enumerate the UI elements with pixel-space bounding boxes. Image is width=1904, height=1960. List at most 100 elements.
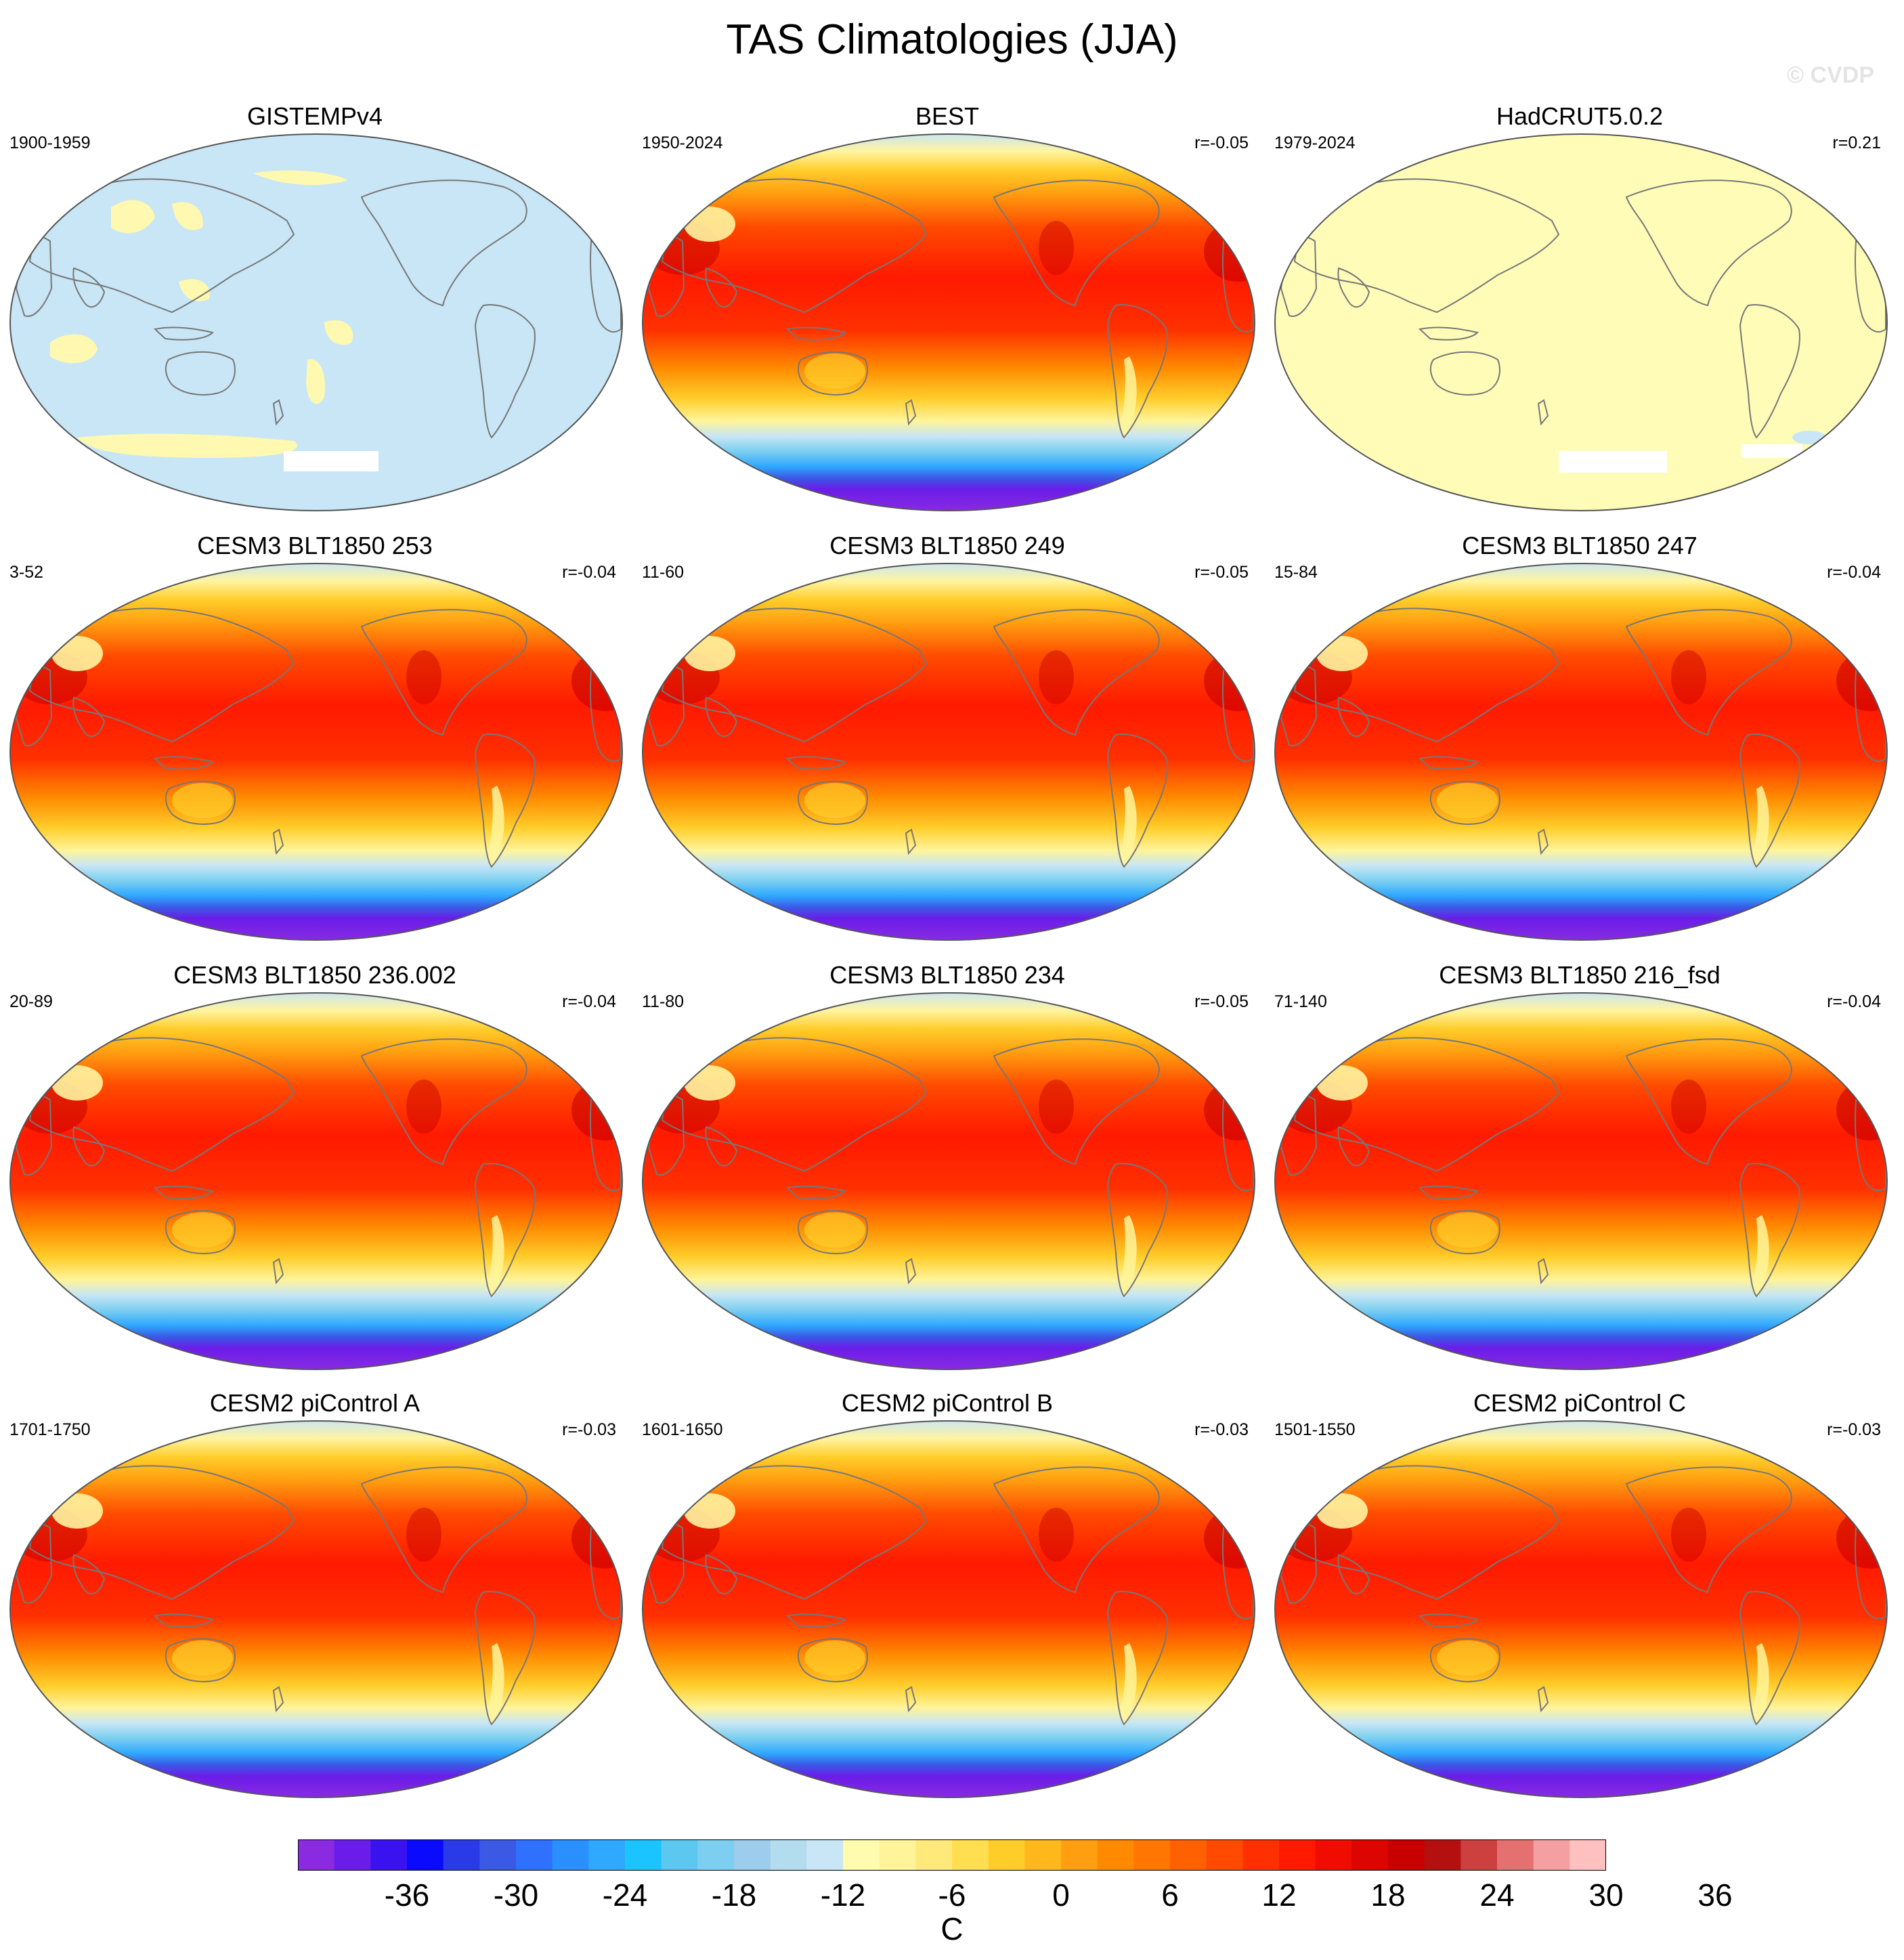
cool-spot-tibet: [684, 207, 735, 242]
greenland-landmass: [1174, 1026, 1224, 1064]
colorbar-swatch: [661, 1839, 698, 1871]
panel-correlation: r=-0.05: [1194, 563, 1249, 582]
asia-landmass: [661, 178, 928, 314]
cool-strip-andes: [487, 1643, 504, 1724]
new-zealand: [1537, 1258, 1549, 1285]
colorbar-tick-label: -12: [820, 1877, 866, 1913]
north-america-landmass: [360, 609, 527, 736]
greenland-landmass: [1174, 167, 1224, 205]
cool-strip-andes: [487, 786, 504, 867]
hot-spot-north-america: [406, 1508, 441, 1562]
panel-period: 1701-1750: [9, 1420, 91, 1439]
map-panel: CESM3 BLT1850 236.002 20-89 r=-0.04: [0, 960, 630, 1380]
colorbar-swatch: [915, 1839, 953, 1871]
new-zealand: [905, 1686, 917, 1713]
temperature-field: [643, 993, 1255, 1369]
warm-anomaly-patch: [50, 334, 98, 364]
hot-spot-north-america: [1039, 650, 1074, 704]
indian-subcontinent: [705, 696, 738, 738]
coastlines: [15, 597, 622, 868]
asia-landmass: [1293, 1465, 1560, 1600]
colorbar-swatch: [370, 1839, 408, 1871]
map-panel: CESM2 piControl C 1501-1550 r=-0.03: [1265, 1388, 1895, 1808]
warm-anomaly-patch: [324, 320, 353, 345]
cool-spot-australia: [1437, 1212, 1498, 1248]
map-border: [642, 1420, 1255, 1798]
map-panel: BEST 1950-2024 r=-0.05: [632, 102, 1262, 521]
warm-anomaly-patch: [253, 170, 348, 186]
colorbar-swatch: [988, 1839, 1025, 1871]
hot-spot-north-america: [1039, 1080, 1074, 1134]
cool-strip-andes: [1119, 356, 1137, 438]
hot-spot-north-america: [406, 650, 441, 704]
map-panel: CESM3 BLT1850 253 3-52 r=-0.04: [0, 531, 630, 951]
australia-landmass: [165, 780, 236, 825]
indian-subcontinent: [705, 1126, 738, 1167]
indian-subcontinent: [72, 267, 106, 308]
north-america-landmass: [1625, 1038, 1792, 1166]
asia-landmass: [1293, 178, 1560, 314]
colorbar-tick-label: -36: [384, 1877, 430, 1913]
greenland-landmass: [542, 167, 592, 205]
cool-strip-andes: [1119, 1643, 1137, 1724]
greenland-landmass: [542, 1454, 592, 1492]
colorbar: [298, 1839, 1606, 1871]
panel-period: 1900-1959: [9, 133, 91, 152]
indian-subcontinent: [72, 1126, 106, 1167]
colorbar-swatch: [298, 1839, 335, 1871]
panel-period: 1979-2024: [1274, 133, 1356, 152]
panel-correlation: r=-0.04: [562, 563, 616, 582]
missing-data-region: [284, 451, 378, 471]
asia-landmass: [28, 1465, 295, 1600]
panel-title: CESM2 piControl B: [841, 1389, 1054, 1417]
colorbar-swatch: [1424, 1839, 1461, 1871]
australia-landmass: [797, 1210, 868, 1254]
asia-landmass: [1293, 608, 1560, 743]
maritime-continent: [785, 756, 846, 770]
cool-spot-tibet: [684, 1065, 735, 1101]
new-zealand: [905, 1258, 917, 1285]
panel-correlation: r=-0.03: [1827, 1420, 1881, 1439]
colorbar-tick-label: -6: [938, 1877, 966, 1913]
panel-title: HadCRUT5.0.2: [1496, 102, 1664, 130]
greenland-landmass: [1806, 597, 1857, 635]
hot-spot-north-america: [1671, 1080, 1706, 1134]
colorbar-swatch: [516, 1839, 553, 1871]
maritime-continent: [153, 1613, 214, 1627]
greenland-landmass: [542, 597, 592, 635]
panel-title: CESM3 BLT1850 253: [197, 532, 433, 559]
world-map: [1274, 1420, 1888, 1798]
cool-strip-andes: [1119, 786, 1137, 867]
watermark: © CVDP: [1787, 62, 1874, 88]
world-map: [9, 563, 623, 941]
map-border: [9, 133, 623, 511]
greenland-landmass: [1806, 167, 1857, 205]
colorbar-swatch: [625, 1839, 662, 1871]
indian-subcontinent: [705, 1554, 738, 1595]
colorbar-swatch: [1133, 1839, 1171, 1871]
panel-title: CESM2 piControl C: [1473, 1389, 1687, 1417]
units-label: C: [940, 1911, 964, 1946]
colorbar-tick-label: 36: [1697, 1877, 1733, 1913]
temperature-field: [643, 134, 1255, 511]
map-panel: HadCRUT5.0.2 1979-2024 r=0.21: [1265, 102, 1895, 521]
panel-period: 15-84: [1274, 563, 1318, 582]
panel-correlation: r=-0.05: [1194, 992, 1249, 1011]
cool-spot-greenland: [1809, 1031, 1850, 1061]
greenland-landmass: [1806, 1454, 1857, 1492]
world-map: [642, 133, 1255, 511]
indian-subcontinent: [1337, 1554, 1370, 1595]
panel-title: GISTEMPv4: [246, 102, 383, 130]
panel-period: 3-52: [9, 563, 44, 582]
map-panel: CESM3 BLT1850 216_fsd 71-140 r=-0.04: [1265, 960, 1895, 1380]
map-border: [9, 563, 623, 941]
colorbar-swatch: [806, 1839, 844, 1871]
south-america-landmass: [474, 1591, 536, 1726]
cool-spot-greenland: [1177, 172, 1217, 202]
cool-spot-greenland: [1177, 1459, 1217, 1489]
panel-period: 11-80: [642, 992, 685, 1011]
asia-landmass: [661, 1465, 928, 1600]
cool-spot-tibet: [1316, 636, 1368, 671]
colorbar-swatch: [1061, 1839, 1098, 1871]
maritime-continent: [785, 326, 846, 341]
